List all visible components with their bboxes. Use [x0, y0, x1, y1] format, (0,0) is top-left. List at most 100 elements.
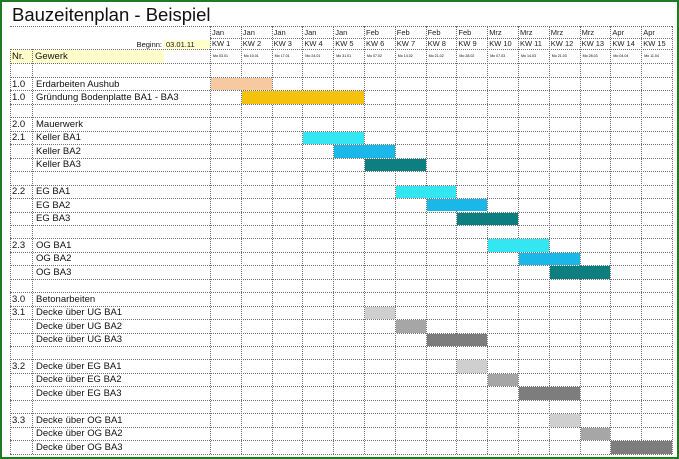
row-gridline [10, 224, 672, 226]
grid-vline-week [271, 26, 273, 454]
week-date-label: Mo 04.04 [613, 54, 629, 58]
week-date-label: Mo 07.02 [367, 54, 382, 58]
week-kw-label: KW 3 [273, 39, 292, 48]
week-date-label: Mo 17.01 [274, 54, 290, 58]
gantt-bar[interactable] [457, 212, 518, 225]
task-number: 1.0 [12, 91, 26, 103]
task-name[interactable]: EG BA2 [36, 199, 71, 211]
week-date-label: Mo 10.01 [243, 54, 259, 58]
row-gridline [10, 103, 672, 105]
task-name[interactable]: Gründung Bodenplatte BA1 - BA3 [36, 91, 179, 103]
task-name[interactable]: Decke über EG BA1 [36, 360, 122, 372]
gantt-bar[interactable] [426, 199, 488, 212]
task-name[interactable]: EG BA1 [36, 186, 71, 198]
row-gridline [10, 157, 672, 159]
task-number: 2.2 [12, 186, 26, 198]
row-gridline [10, 346, 672, 347]
gantt-bar[interactable] [395, 320, 426, 333]
week-month-label: Mrz [520, 28, 533, 37]
begin-date-cell[interactable]: 03.01.11 [164, 40, 210, 49]
task-name[interactable]: OG BA2 [36, 253, 72, 265]
gantt-bar[interactable] [457, 360, 488, 373]
gantt-bar[interactable] [365, 306, 395, 320]
week-date-label: Mo 21.03 [551, 54, 567, 58]
task-name[interactable]: EG BA3 [36, 213, 71, 224]
row-gridline [10, 198, 672, 200]
gantt-bar[interactable] [549, 266, 611, 279]
row-gridline [10, 399, 672, 401]
grid-vline-week [456, 26, 458, 454]
gantt-bar[interactable] [611, 441, 672, 454]
grid-vline-week [364, 26, 365, 454]
grid-vline-week [548, 26, 550, 454]
gantt-bar[interactable] [303, 131, 364, 145]
gantt-bar[interactable] [580, 427, 611, 441]
grid-vline-week [333, 26, 335, 454]
row-gridline [10, 117, 672, 119]
task-name[interactable]: Keller BA1 [36, 132, 81, 144]
grid-vline-week [641, 26, 643, 454]
row-gridline [10, 251, 672, 253]
week-kw-label: KW 12 [550, 39, 574, 48]
task-name[interactable]: Decke über OG BA1 [36, 414, 123, 426]
week-date-label: Mo 31.01 [336, 54, 352, 58]
row-gridline [10, 292, 672, 294]
task-name[interactable]: Erdarbeiten Aushub [36, 78, 120, 90]
task-number: 3.2 [12, 360, 26, 372]
task-name[interactable]: Decke über EG BA2 [36, 374, 122, 386]
task-name[interactable]: Decke über OG BA3 [36, 441, 123, 453]
grid-vline-left [10, 49, 11, 454]
task-name[interactable]: OG BA3 [36, 266, 72, 278]
grid-vline-week [487, 26, 489, 454]
row-gridline [10, 77, 672, 78]
gantt-bar[interactable] [488, 373, 518, 387]
week-date-label: Mo 03.01 [213, 54, 228, 58]
row-gridline [10, 211, 672, 213]
week-date-label: Mo 24.01 [305, 54, 321, 58]
week-month-label: Feb [458, 28, 472, 37]
week-month-label: Feb [427, 28, 441, 37]
gantt-bar[interactable] [519, 387, 580, 400]
grid-vline-week [240, 26, 242, 454]
week-kw-label: KW 11 [520, 39, 542, 48]
task-name[interactable]: Betonarbeiten [36, 293, 96, 305]
task-name[interactable]: Decke über OG BA2 [36, 428, 123, 440]
begin-label: Beginn: [136, 40, 162, 49]
week-month-label: Jan [212, 28, 225, 37]
row-gridline [10, 144, 672, 146]
week-kw-label: KW 6 [366, 39, 385, 48]
grid-vline-week [672, 26, 673, 454]
task-name[interactable]: Decke über UG BA1 [36, 307, 123, 319]
task-name[interactable]: Mauerwerk [36, 118, 83, 130]
week-kw-label: KW 15 [643, 39, 666, 48]
gantt-bar[interactable] [426, 333, 488, 346]
week-kw-label: KW 14 [612, 39, 635, 48]
week-month-label: Jan [242, 28, 255, 37]
row-gridline [10, 386, 672, 388]
task-name[interactable]: Keller BA2 [36, 145, 81, 157]
gantt-bar[interactable] [549, 414, 580, 427]
week-date-label: Mo 07.03 [490, 54, 506, 58]
gantt-bar[interactable] [334, 145, 395, 158]
week-date-label: Mo 21.02 [428, 54, 444, 58]
gantt-bar[interactable] [365, 158, 426, 172]
gantt-bar[interactable] [395, 185, 457, 199]
task-name[interactable]: Decke über EG BA3 [36, 387, 122, 399]
row-gridline [10, 426, 672, 428]
task-name[interactable]: Keller BA3 [36, 159, 81, 171]
row-gridline [10, 265, 672, 267]
gewerk-header-bg [32, 50, 164, 63]
gantt-bar[interactable] [519, 252, 580, 266]
header-top-line [10, 26, 672, 27]
gantt-bar[interactable] [211, 78, 272, 91]
week-month-label: Jan [273, 28, 286, 37]
row-gridline [10, 332, 672, 334]
gantt-bar[interactable] [488, 239, 549, 252]
week-kw-label: KW 10 [489, 39, 512, 48]
task-name[interactable]: OG BA1 [36, 239, 72, 251]
row-gridline [10, 238, 672, 240]
task-name[interactable]: Decke über UG BA3 [36, 334, 123, 346]
gantt-bar[interactable] [241, 91, 364, 104]
week-kw-label: KW 4 [304, 39, 323, 48]
task-name[interactable]: Decke über UG BA2 [36, 320, 123, 332]
